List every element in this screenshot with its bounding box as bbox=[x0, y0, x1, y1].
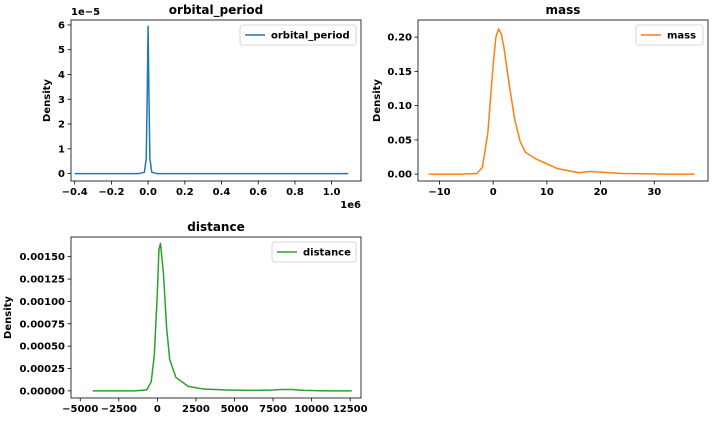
x-tick-label: 20 bbox=[594, 187, 608, 198]
y-tick-label: 0.20 bbox=[387, 33, 412, 44]
y-tick-label: 5 bbox=[58, 45, 65, 56]
y-axis-label: Density bbox=[42, 79, 53, 122]
y-axis-label: Density bbox=[372, 79, 383, 122]
y-tick-label: 6 bbox=[58, 20, 65, 31]
x-tick-label: 0.0 bbox=[139, 187, 157, 198]
x-tick-label: −2500 bbox=[101, 404, 137, 415]
series-line-distance bbox=[92, 242, 352, 392]
y-offset-label: 1e−5 bbox=[71, 7, 100, 18]
y-tick-label: 0.15 bbox=[387, 67, 412, 78]
x-tick-label: 0 bbox=[154, 404, 161, 415]
panel-mass: −10 0 10 20 30 0.00 0.05 0.10 0.15 0.20 mass Densit… bbox=[372, 3, 709, 198]
y-tick-label: 0.00025 bbox=[19, 364, 65, 375]
x-tick-label: 0.2 bbox=[176, 187, 194, 198]
legend: mass bbox=[635, 24, 704, 46]
x-tick-label: 30 bbox=[647, 187, 661, 198]
y-tick-label: 2 bbox=[58, 120, 65, 131]
chart-title: mass bbox=[546, 3, 581, 17]
y-tick-label: 0.00000 bbox=[19, 386, 65, 397]
legend-box bbox=[635, 24, 704, 46]
x-tick-label: 5000 bbox=[221, 404, 249, 415]
x-tick-label: 2500 bbox=[182, 404, 210, 415]
chart-title: distance bbox=[187, 220, 244, 234]
x-tick-label: 0.6 bbox=[249, 187, 267, 198]
legend-label: mass bbox=[667, 31, 696, 42]
x-tick-label: −0.2 bbox=[98, 187, 124, 198]
y-tick-label: 0.00100 bbox=[19, 297, 65, 308]
x-tick-label: 0 bbox=[490, 187, 497, 198]
x-tick-label: −0.4 bbox=[62, 187, 88, 198]
series-line-orbital-period bbox=[74, 25, 349, 175]
y-tick-label: 0.00075 bbox=[19, 319, 65, 330]
x-tick-label: 10 bbox=[540, 187, 554, 198]
axes-frame bbox=[70, 19, 362, 182]
x-tick-label: 7500 bbox=[259, 404, 287, 415]
y-tick-label: 0.00150 bbox=[19, 252, 65, 263]
y-axis-label: Density bbox=[3, 296, 14, 339]
legend-label: distance bbox=[303, 248, 351, 259]
legend: distance bbox=[271, 241, 357, 263]
legend-box bbox=[271, 241, 357, 263]
y-tick-label: 0.00 bbox=[387, 170, 412, 181]
x-offset-label: 1e6 bbox=[340, 200, 361, 211]
axes-frame bbox=[70, 236, 362, 399]
series-line-mass bbox=[428, 28, 695, 175]
axes-frame bbox=[417, 19, 709, 182]
y-tick-label: 0.05 bbox=[387, 135, 412, 146]
x-tick-label: 12500 bbox=[333, 404, 368, 415]
y-tick-label: 0.00050 bbox=[19, 342, 65, 353]
panel-distance: −5000 −2500 0 2500 5000 7500 10000 12500 0.00000… bbox=[3, 220, 368, 415]
x-tick-label: −5000 bbox=[62, 404, 98, 415]
x-tick-label: 1.0 bbox=[323, 187, 341, 198]
y-tick-label: 4 bbox=[58, 70, 65, 81]
x-tick-label: −10 bbox=[428, 187, 450, 198]
x-tick-label: 10000 bbox=[294, 404, 329, 415]
panel-orbital-period: −0.4 −0.2 0.0 0.2 0.4 0.6 0.8 1.0 0 1 2 3 4 5 6 orbital… bbox=[42, 3, 362, 211]
x-tick-label: 0.8 bbox=[286, 187, 304, 198]
y-tick-label: 1 bbox=[58, 144, 65, 155]
x-tick-label: 0.4 bbox=[213, 187, 231, 198]
legend-label: orbital_period bbox=[271, 31, 350, 42]
legend: orbital_period bbox=[239, 24, 357, 46]
y-tick-label: 0.10 bbox=[387, 101, 412, 112]
legend-box bbox=[239, 24, 357, 46]
y-tick-label: 0.00125 bbox=[19, 275, 65, 286]
y-tick-label: 0 bbox=[58, 169, 65, 180]
y-tick-label: 3 bbox=[58, 95, 65, 106]
chart-title: orbital_period bbox=[169, 3, 263, 18]
